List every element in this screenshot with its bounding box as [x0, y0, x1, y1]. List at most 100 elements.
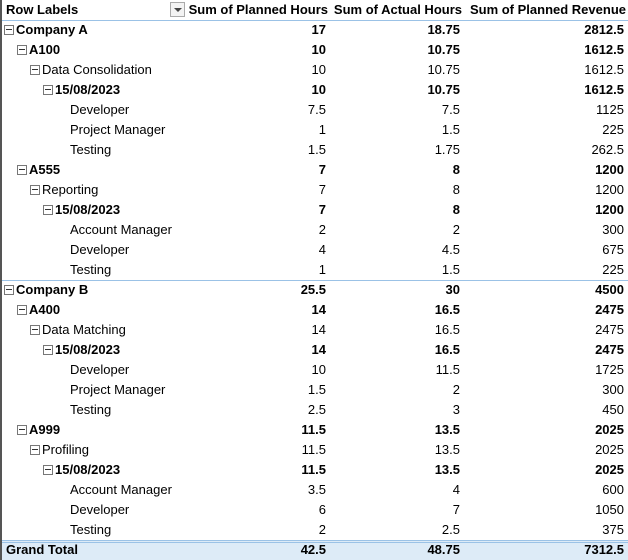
row-label: Testing [70, 262, 112, 277]
row-label: Company A [16, 22, 88, 37]
value-cell: 300 [602, 382, 624, 397]
collapse-button[interactable] [30, 445, 40, 455]
value-cell: 1612.5 [584, 42, 624, 57]
value-cell: 8 [452, 162, 460, 177]
value-cell: 10 [311, 362, 326, 377]
value-cell: 2 [452, 382, 460, 397]
total-band [2, 540, 628, 560]
filter-dropdown[interactable] [170, 2, 185, 17]
value-cell: 7 [452, 502, 460, 517]
row-label: Developer [70, 502, 130, 517]
value-cell: 7 [318, 162, 326, 177]
value-cell: 3.5 [307, 482, 326, 497]
value-cell: 1200 [595, 202, 624, 217]
collapse-button[interactable] [17, 165, 27, 175]
value-cell: 6 [318, 502, 326, 517]
row-label: 15/08/2023 [55, 342, 121, 357]
value-cell: 14 [311, 302, 326, 317]
value-cell: 10 [311, 82, 326, 97]
collapse-button[interactable] [30, 325, 40, 335]
value-cell: 3 [452, 402, 460, 417]
value-cell: 4.5 [441, 242, 460, 257]
value-cell: 1200 [595, 162, 624, 177]
value-cell: 2812.5 [584, 22, 624, 37]
row-label: Testing [70, 142, 112, 157]
value-cell: 4500 [595, 282, 624, 297]
row-label: Profiling [42, 442, 89, 457]
collapse-button[interactable] [43, 345, 53, 355]
value-cell: 1 [318, 262, 326, 277]
value-cell: 16.5 [434, 302, 460, 317]
collapse-button[interactable] [43, 85, 53, 95]
value-cell: 7.5 [441, 102, 460, 117]
value-cell: 225 [602, 262, 624, 277]
value-cell: 13.5 [434, 462, 460, 477]
row-label: Reporting [42, 182, 99, 197]
value-cell: 16.5 [434, 322, 460, 337]
collapse-button[interactable] [43, 465, 53, 475]
row-label: Project Manager [70, 382, 166, 397]
column-header: Sum of Actual Hours [333, 2, 462, 17]
value-cell: 2475 [595, 342, 624, 357]
value-cell: 2025 [595, 442, 624, 457]
value-cell: 1725 [595, 362, 624, 377]
value-cell: 7312.5 [584, 542, 624, 557]
row-label: Developer [70, 102, 130, 117]
value-cell: 1.5 [441, 122, 460, 137]
value-cell: 2475 [595, 302, 624, 317]
collapse-button[interactable] [4, 285, 14, 295]
header-border [2, 20, 628, 21]
row-label: 15/08/2023 [55, 82, 121, 97]
value-cell: 25.5 [300, 282, 326, 297]
value-cell: 11.5 [435, 362, 460, 377]
value-cell: 11.5 [301, 442, 326, 457]
row-label: Grand Total [6, 542, 78, 557]
collapse-button[interactable] [17, 425, 27, 435]
value-cell: 450 [602, 402, 624, 417]
value-cell: 48.75 [427, 542, 460, 557]
value-cell: 8 [452, 182, 460, 197]
value-cell: 14 [311, 322, 326, 337]
row-label: Data Consolidation [42, 62, 152, 77]
value-cell: 300 [602, 222, 624, 237]
value-cell: 8 [452, 202, 460, 217]
row-label: 15/08/2023 [55, 202, 121, 217]
value-cell: 4 [318, 242, 326, 257]
value-cell: 2.5 [307, 402, 326, 417]
row-label: Project Manager [70, 122, 166, 137]
row-label: Account Manager [70, 482, 172, 497]
value-cell: 262.5 [591, 142, 624, 157]
value-cell: 2 [318, 222, 326, 237]
row-label: 15/08/2023 [55, 462, 121, 477]
value-cell: 1.75 [434, 142, 460, 157]
row-label: Developer [70, 362, 130, 377]
value-cell: 375 [602, 522, 624, 537]
column-header: Row Labels [6, 2, 79, 17]
group-border [2, 280, 628, 281]
collapse-button[interactable] [30, 185, 40, 195]
value-cell: 13.5 [434, 422, 460, 437]
row-label: Company B [16, 282, 89, 297]
collapse-button[interactable] [17, 45, 27, 55]
value-cell: 1200 [595, 182, 624, 197]
value-cell: 10.75 [427, 62, 460, 77]
row-label: Account Manager [70, 222, 172, 237]
value-cell: 4 [452, 482, 460, 497]
value-cell: 10.75 [427, 42, 460, 57]
collapse-button[interactable] [4, 25, 14, 35]
value-cell: 42.5 [300, 542, 326, 557]
value-cell: 10.75 [427, 82, 460, 97]
row-label: Data Matching [42, 322, 126, 337]
collapse-button[interactable] [30, 65, 40, 75]
row-label: Testing [70, 402, 112, 417]
value-cell: 7 [318, 182, 326, 197]
value-cell: 7.5 [307, 102, 326, 117]
collapse-button[interactable] [17, 305, 27, 315]
value-cell: 1612.5 [584, 82, 624, 97]
value-cell: 1.5 [441, 262, 460, 277]
collapse-button[interactable] [43, 205, 53, 215]
value-cell: 13.5 [434, 442, 460, 457]
value-cell: 10 [311, 62, 326, 77]
value-cell: 1612.5 [584, 62, 624, 77]
value-cell: 10 [311, 42, 326, 57]
